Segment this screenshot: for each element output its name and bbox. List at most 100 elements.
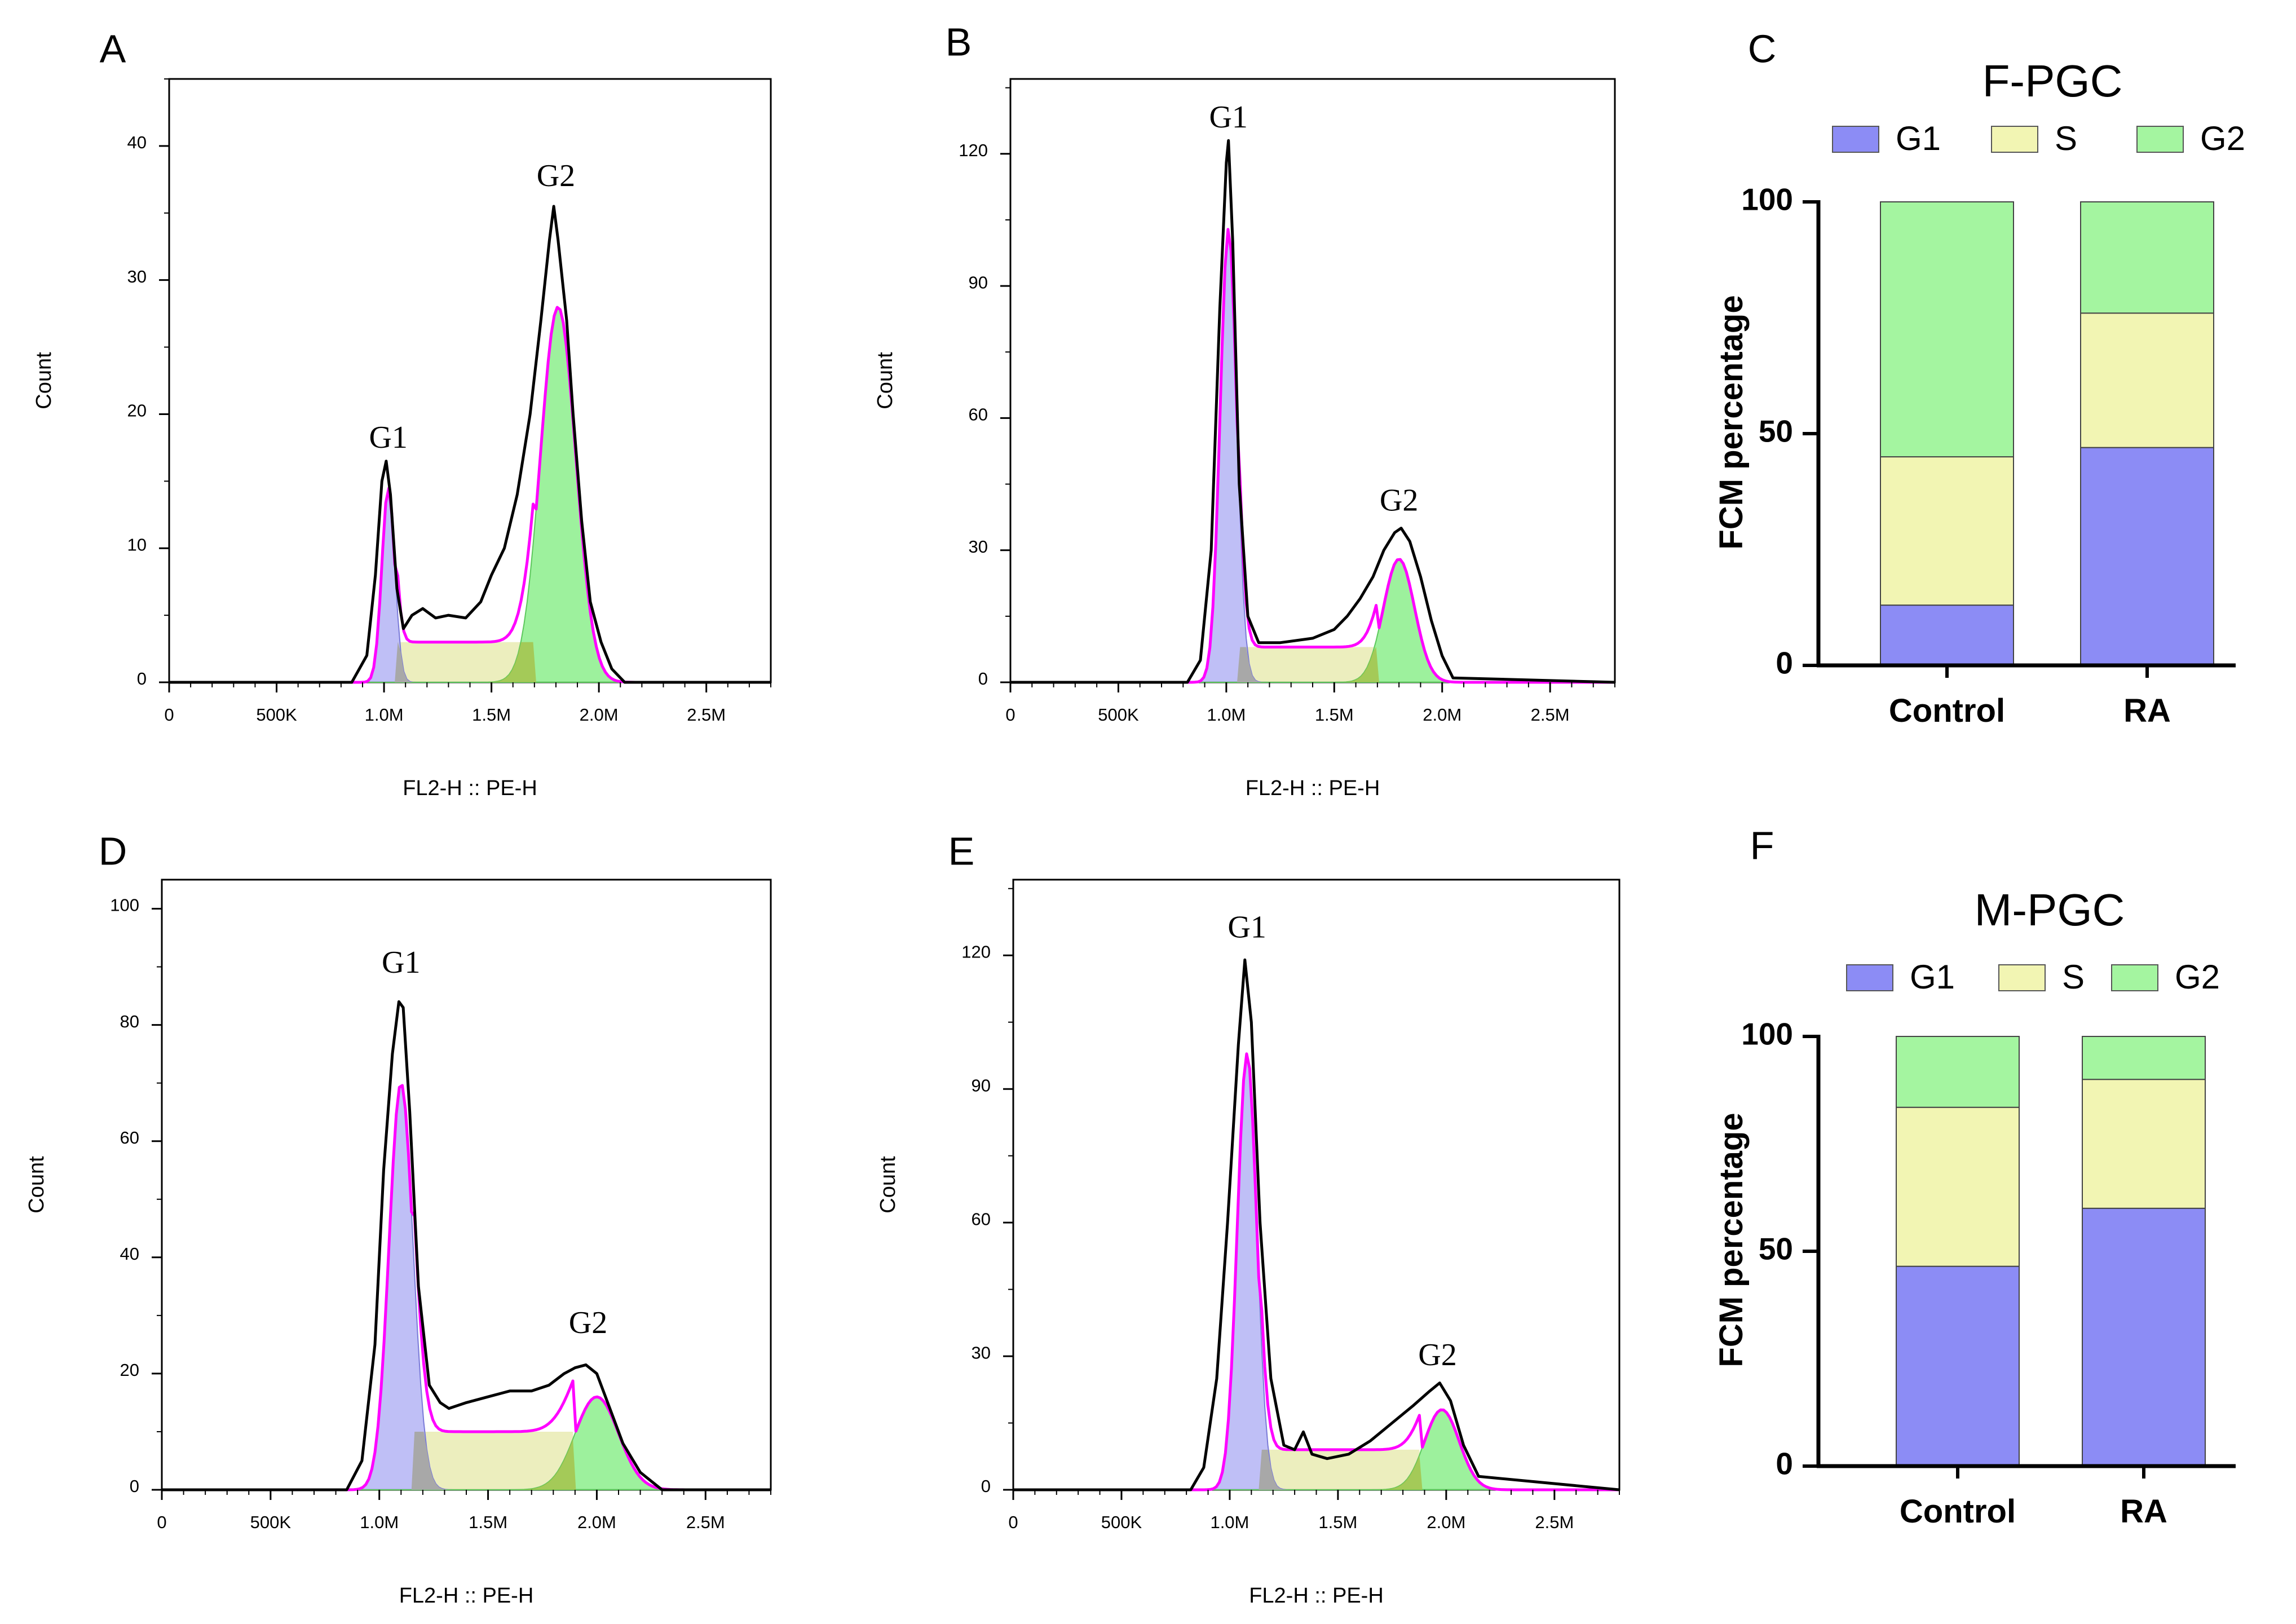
g1-phase-area xyxy=(1013,1053,1619,1490)
y-tick-label: 60 xyxy=(972,1209,991,1229)
x-tick-label: 0 xyxy=(157,1512,166,1532)
data-histogram-line xyxy=(169,205,771,684)
bar-segment-control-g2 xyxy=(1896,1036,2020,1108)
x-axis-label: FL2-H :: PE-H xyxy=(403,776,537,800)
panel-label: A xyxy=(100,27,126,70)
x-tick-label: 2.0M xyxy=(1423,705,1462,725)
x-tick-label: 0 xyxy=(1005,705,1015,725)
panel-label: B xyxy=(946,20,972,64)
legend-swatch-s xyxy=(1991,126,2038,153)
g2-phase-area xyxy=(169,306,771,683)
model-fit-line xyxy=(169,306,771,684)
stacked-bar-panel-c: C F-PGC G1 S G2 Control RA 0 50 100 FCM percentage xyxy=(1713,27,2245,729)
y-tick-label: 30 xyxy=(127,267,147,286)
y-tick-label: 60 xyxy=(120,1128,139,1148)
y-axis-label: Count xyxy=(25,1156,48,1213)
y-tick-label: 20 xyxy=(127,401,147,421)
x-tick-label: 500K xyxy=(1098,705,1139,725)
x-tick-label: 2.5M xyxy=(686,1512,725,1532)
y-tick-label: 120 xyxy=(961,942,991,961)
x-tick-label: 1.0M xyxy=(1210,1512,1249,1532)
y-tick-label: 90 xyxy=(969,272,988,292)
category-label: Control xyxy=(1900,1493,2016,1530)
data-histogram-line xyxy=(1010,139,1615,684)
x-tick-label: 1.0M xyxy=(360,1512,399,1532)
y-tick-label: 40 xyxy=(120,1244,139,1264)
peak-label-g1: G1 xyxy=(369,420,407,455)
x-tick-label: 2.0M xyxy=(1427,1512,1465,1532)
x-tick-label: 500K xyxy=(250,1512,292,1532)
g1-phase-area xyxy=(1010,229,1615,683)
data-histogram-line xyxy=(162,1000,771,1491)
panel-label: E xyxy=(948,829,975,873)
y-tick-label: 10 xyxy=(127,535,147,554)
x-tick-label: 2.5M xyxy=(1531,705,1570,725)
legend-swatch-g1 xyxy=(1846,964,1893,991)
category-label: Control xyxy=(1889,692,2005,729)
legend-swatch-g2 xyxy=(2111,964,2158,991)
x-axis-label: FL2-H :: PE-H xyxy=(1249,1584,1384,1608)
y-tick-label: 0 xyxy=(137,669,147,689)
model-fit-line xyxy=(1010,228,1615,684)
legend-label-g2: G2 xyxy=(2175,958,2220,996)
x-tick-label: 500K xyxy=(1101,1512,1142,1532)
y-tick-label: 50 xyxy=(1759,414,1793,449)
y-tick-label: 100 xyxy=(110,895,139,915)
y-tick-label: 0 xyxy=(1776,646,1793,681)
peak-label-g1: G1 xyxy=(382,945,420,980)
x-tick-label: 2.5M xyxy=(687,705,726,725)
category-label: RA xyxy=(2123,692,2171,729)
legend-label-g2: G2 xyxy=(2200,120,2245,157)
x-tick-label: 1.5M xyxy=(1318,1512,1357,1532)
bar-segment-control-g1 xyxy=(1896,1265,2020,1467)
y-tick-label: 30 xyxy=(972,1343,991,1362)
x-tick-label: 1.0M xyxy=(1207,705,1246,725)
x-axis-label: FL2-H :: PE-H xyxy=(399,1584,534,1608)
y-axis-label: FCM percentage xyxy=(1713,1113,1750,1367)
x-tick-label: 0 xyxy=(164,705,174,725)
histogram-panel-d: D 0 500K 1.0M 1.5M 2.0M 2.5M 0 20 40 60 80 100 FL2-H … xyxy=(25,829,772,1608)
legend-label-g1: G1 xyxy=(1910,958,1955,996)
y-tick-label: 100 xyxy=(1741,1017,1793,1052)
x-axis-label: FL2-H :: PE-H xyxy=(1246,776,1380,800)
x-tick-label: 1.5M xyxy=(1315,705,1354,725)
bar-segment-control-g1 xyxy=(1880,604,2014,667)
data-histogram-line xyxy=(1013,958,1620,1491)
s-phase-area xyxy=(162,1432,771,1490)
legend-label-s: S xyxy=(2055,120,2077,157)
y-tick-label: 30 xyxy=(969,537,988,557)
y-axis-label: Count xyxy=(873,352,897,409)
peak-label-g2: G2 xyxy=(537,158,575,193)
legend-label-g1: G1 xyxy=(1896,120,1941,157)
category-label: RA xyxy=(2120,1493,2167,1530)
y-tick-label: 0 xyxy=(1776,1446,1793,1481)
y-tick-label: 20 xyxy=(120,1360,139,1380)
plot-frame xyxy=(161,879,772,1491)
peak-label-g1: G1 xyxy=(1209,100,1247,135)
bar-segment-ra-g2 xyxy=(2082,1036,2206,1080)
plot-frame xyxy=(168,78,772,683)
x-tick-label: 1.0M xyxy=(365,705,404,725)
y-tick-label: 0 xyxy=(981,1476,991,1496)
y-tick-label: 60 xyxy=(969,405,988,425)
y-tick-label: 50 xyxy=(1759,1232,1793,1266)
stacked-bar-panel-f: F M-PGC G1 S G2 Control RA 0 50 100 FCM percentage xyxy=(1713,823,2236,1530)
x-tick-label: 2.0M xyxy=(577,1512,616,1532)
legend-label-s: S xyxy=(2062,958,2085,996)
y-tick-label: 0 xyxy=(130,1476,139,1496)
g1-phase-area xyxy=(162,1084,771,1490)
panel-label: C xyxy=(1748,27,1777,70)
y-tick-label: 100 xyxy=(1741,182,1793,217)
panel-label: D xyxy=(99,829,127,873)
s-phase-area xyxy=(1013,1449,1619,1490)
bar-segment-ra-g1 xyxy=(2080,447,2214,666)
bar-segment-ra-g2 xyxy=(2080,201,2214,314)
x-tick-label: 1.5M xyxy=(469,1512,507,1532)
legend-swatch-s xyxy=(1998,964,2046,991)
y-axis-label: Count xyxy=(876,1156,900,1213)
x-tick-label: 2.5M xyxy=(1535,1512,1574,1532)
x-tick-label: 1.5M xyxy=(472,705,511,725)
